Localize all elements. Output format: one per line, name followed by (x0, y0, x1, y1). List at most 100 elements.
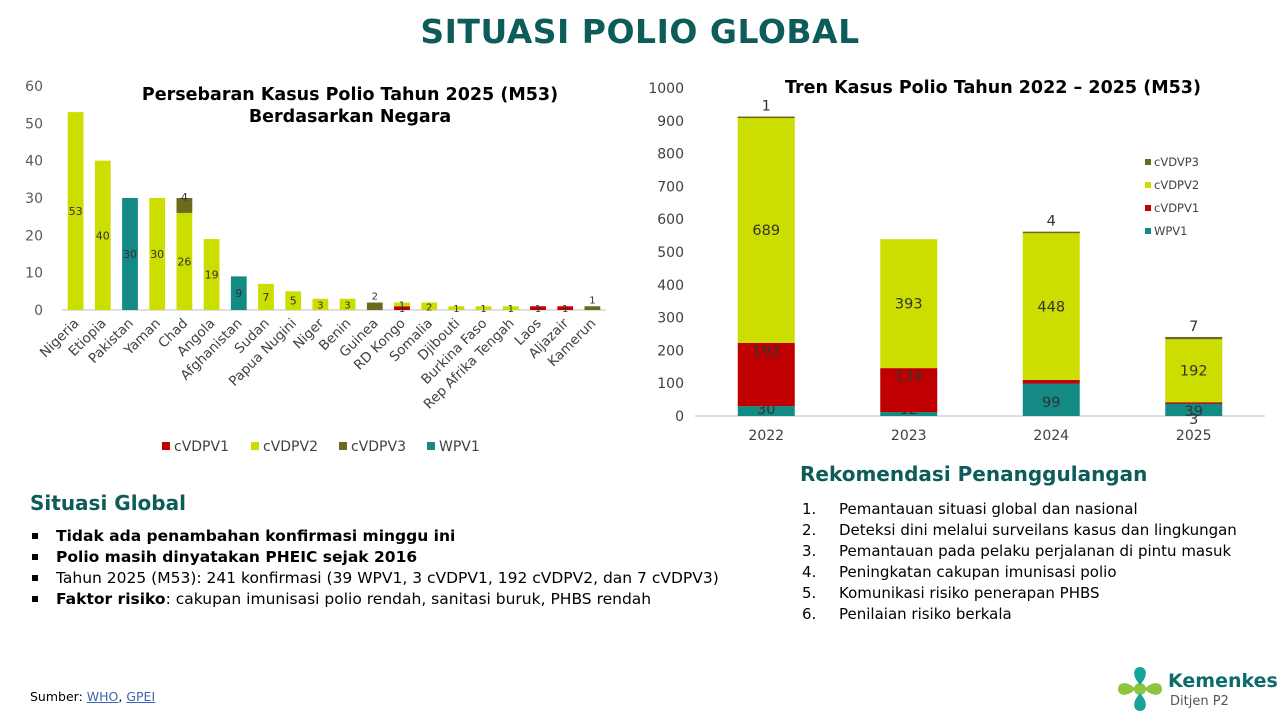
rekomendasi-item: 5. Komunikasi risiko penerapan PHBS (802, 583, 1237, 604)
data-label: 1 (589, 295, 595, 306)
bar-segment-cVDPV3 (584, 306, 601, 310)
data-label: 2 (426, 302, 432, 313)
bar-segment-cVDVP3 (737, 116, 795, 119)
legend-swatch-cVDPV1 (162, 442, 170, 450)
bar-segment-cVDPV2 (1165, 339, 1223, 403)
left-chart-title-line-1: Persebaran Kasus Polio Tahun 2025 (M53) (141, 85, 559, 105)
bar-segment-WPV1 (122, 198, 138, 310)
bar-segment-cVDPV1 (557, 306, 574, 310)
y-tick-label: 50 (25, 116, 43, 132)
source-separator: , (118, 689, 127, 704)
y-tick-label: 600 (657, 212, 684, 228)
bullet-square-icon (32, 575, 38, 581)
data-label: 26 (177, 255, 191, 268)
bullet-square-icon (32, 533, 38, 539)
situasi-item: Polio masih dinyatakan PHEIC sejak 2016 (30, 547, 719, 568)
rekomendasi-text: Komunikasi risiko penerapan PHBS (839, 584, 1100, 602)
data-label: 9 (235, 287, 242, 300)
rekomendasi-number: 6. (802, 605, 817, 623)
data-label: 7 (263, 291, 270, 304)
bar-segment-cVDPV1 (1165, 402, 1223, 404)
bar-segment-cVDPV2 (475, 306, 492, 310)
data-label: 134 (895, 369, 923, 385)
source-link-gpei[interactable]: GPEI (126, 689, 156, 704)
data-label: 1 (480, 304, 486, 315)
legend-label: cVDPV1 (174, 439, 229, 455)
page-title: SITUASI POLIO GLOBAL (420, 12, 860, 51)
bar-segment-WPV1 (1165, 403, 1223, 416)
situasi-item-text: : cakupan imunisasi polio rendah, sanita… (165, 590, 652, 608)
bar-segment-cVDPV2 (176, 212, 193, 310)
legend-swatch-cVDPV2 (1145, 182, 1151, 188)
bar-segment-cVDPV2 (421, 302, 438, 310)
situasi-item-bold: Faktor risiko (56, 590, 166, 608)
legend-swatch-cVDPV3 (339, 442, 347, 450)
y-tick-label: 0 (34, 303, 43, 319)
bar-segment-cVDVP3 (1165, 336, 1223, 340)
situasi-item: Tidak ada penambahan konfirmasi minggu i… (30, 526, 719, 547)
bar-segment-cVDPV3 (176, 198, 193, 213)
bar-segment-cVDPV2 (448, 306, 465, 310)
data-label: 393 (895, 297, 923, 313)
y-tick-label: 1000 (648, 81, 684, 97)
rekomendasi-list: 1. Pemantauan situasi global dan nasional… (802, 499, 1237, 625)
rekomendasi-item: 1. Pemantauan situasi global dan nasional (802, 499, 1237, 520)
rekomendasi-text: Penilaian risiko berkala (839, 605, 1012, 623)
bar-segment-cVDPV1 (737, 342, 795, 407)
y-tick-label: 60 (25, 79, 43, 95)
rekomendasi-item: 4. Peningkatan cakupan imunisasi polio (802, 562, 1237, 583)
y-tick-label: 500 (657, 245, 684, 261)
bar-segment-WPV1 (737, 406, 795, 416)
bar-segment-cVDPV2 (67, 112, 84, 310)
x-tick-label: 2023 (891, 428, 927, 444)
kemenkes-logo-icon (1118, 667, 1162, 711)
bar-segment-cVDPV1 (880, 368, 938, 413)
situasi-global-list: Tidak ada penambahan konfirmasi minggu i… (30, 526, 719, 610)
bar-segment-cVDPV3 (366, 302, 383, 310)
data-label: 689 (752, 223, 780, 239)
x-tick-label: 2025 (1176, 428, 1212, 444)
bar-segment-cVDPV2 (149, 198, 166, 310)
bar-segment-cVDPV2 (339, 298, 356, 310)
y-tick-label: 900 (657, 114, 684, 130)
source-link-who[interactable]: WHO (86, 689, 119, 704)
data-label: 1 (453, 304, 459, 315)
y-tick-label: 800 (657, 147, 684, 163)
trend-chart: 0100200300400500600700800900100030193689… (648, 81, 1265, 444)
bar-segment-cVDPV2 (94, 160, 111, 310)
situasi-item-bold: Polio masih dinyatakan PHEIC sejak 2016 (56, 548, 418, 566)
rekomendasi-item: 3. Pemantauan pada pelaku perjalanan di p… (802, 541, 1237, 562)
situasi-global-title: Situasi Global (30, 491, 186, 515)
data-label: 1 (399, 304, 405, 315)
bar-segment-cVDPV2 (203, 239, 220, 310)
bar-segment-cVDPV2 (312, 298, 329, 310)
legend-label: cVDPV2 (263, 439, 318, 455)
data-label: 19 (205, 269, 219, 282)
rekomendasi-title: Rekomendasi Penanggulangan (800, 462, 1148, 486)
legend-swatch-WPV1 (427, 442, 435, 450)
data-label: 30 (123, 248, 137, 261)
data-label: 3 (317, 300, 323, 311)
bar-segment-cVDPV2 (285, 291, 302, 310)
x-tick-label: 2022 (748, 428, 784, 444)
left-chart-title: Persebaran Kasus Polio Tahun 2025 (M53) … (120, 84, 580, 128)
source-label: Sumber: (30, 689, 87, 704)
bar-segment-cVDPV2 (258, 283, 274, 310)
rekomendasi-text: Deteksi dini melalui surveilans kasus da… (839, 521, 1237, 539)
data-label: 4 (1047, 214, 1056, 230)
rekomendasi-text: Pemantauan situasi global dan nasional (839, 500, 1138, 518)
rekomendasi-number: 1. (802, 500, 817, 518)
legend-label: cVDPV3 (351, 439, 406, 455)
bar-segment-cVDPV1 (394, 306, 410, 310)
data-label: 99 (1042, 395, 1060, 411)
data-label: 3 (1189, 412, 1198, 428)
data-label: 40 (96, 229, 110, 242)
y-tick-label: 10 (25, 266, 43, 282)
situasi-item-text: Tahun 2025 (M53): 241 konfirmasi (39 WPV… (56, 569, 719, 587)
legend-label: cVDPV2 (1154, 178, 1199, 192)
y-tick-label: 400 (657, 278, 684, 294)
x-tick-label: 2024 (1033, 428, 1069, 444)
data-label: 1 (762, 99, 771, 115)
right-chart-title: Tren Kasus Polio Tahun 2022 – 2025 (M53) (785, 78, 1201, 98)
legend-label: WPV1 (439, 439, 480, 455)
